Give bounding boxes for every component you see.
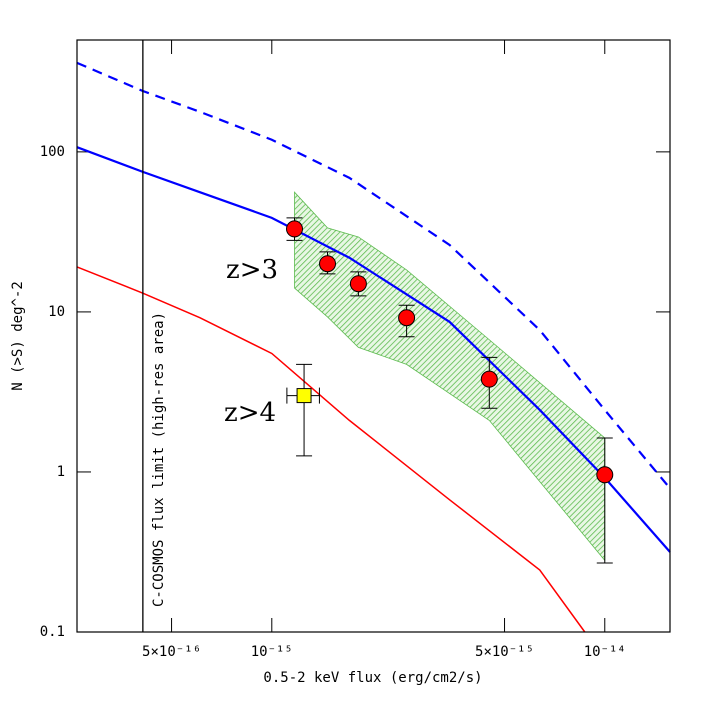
data-point	[296, 388, 312, 404]
y-tick-label: 0.1	[40, 624, 65, 640]
x-tick-label: 10⁻¹⁴	[584, 644, 626, 660]
x-tick-label: 5×10⁻¹⁶	[142, 644, 201, 660]
model-curve	[76, 266, 586, 633]
x-axis-label: 0.5-2 keV flux (erg/cm2/s)	[263, 670, 482, 686]
model-curve	[76, 61, 671, 490]
x-tick-label: 10⁻¹⁵	[251, 644, 293, 660]
plot-frame	[76, 39, 671, 633]
data-point	[319, 255, 337, 273]
flux-limit-label: C-COSMOS flux limit (high-res area)	[151, 312, 167, 607]
confidence-band	[294, 191, 606, 562]
annotation: z>4	[224, 398, 276, 428]
annotation: z>3	[226, 255, 278, 285]
data-point	[349, 275, 367, 293]
data-point	[596, 466, 614, 484]
data-point	[398, 309, 416, 327]
y-tick-label: 10	[48, 304, 65, 320]
data-point	[480, 370, 498, 388]
y-axis-label: N (>S) deg^-2	[10, 281, 26, 391]
y-tick-label: 1	[57, 464, 65, 480]
model-curve	[76, 146, 671, 553]
x-tick-label: 5×10⁻¹⁵	[475, 644, 534, 660]
data-point	[286, 220, 304, 238]
plot-area: C-COSMOS flux limit (high-res area)	[76, 40, 671, 633]
y-tick-label: 100	[40, 144, 65, 160]
